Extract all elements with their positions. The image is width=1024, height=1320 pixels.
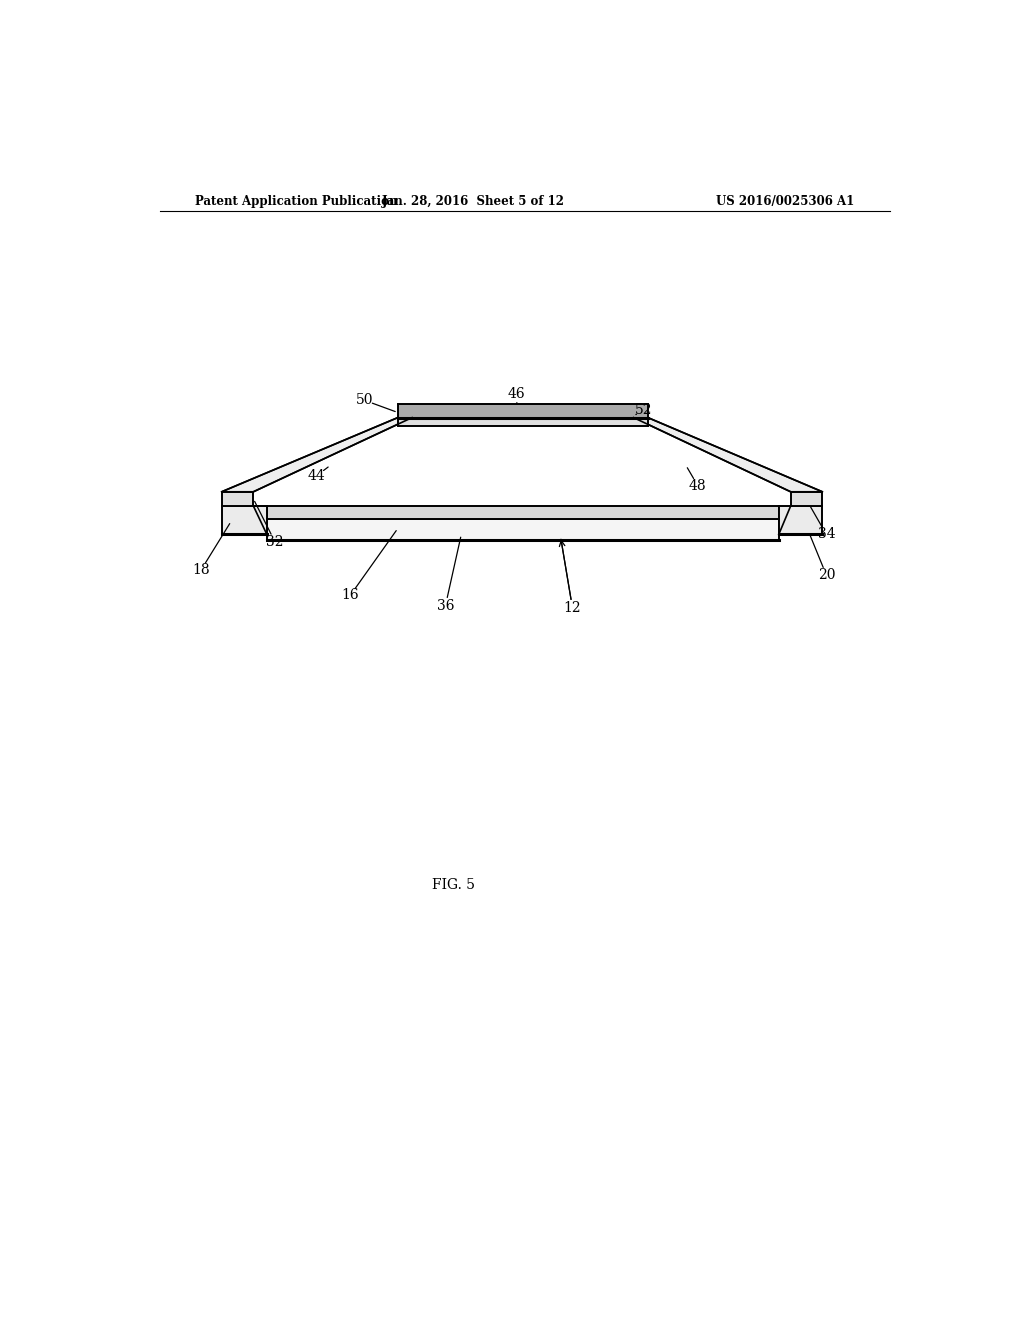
Text: 50: 50 [355, 393, 373, 408]
Text: 12: 12 [563, 601, 582, 615]
Text: 16: 16 [341, 589, 359, 602]
Text: 44: 44 [308, 469, 326, 483]
Text: 52: 52 [635, 404, 652, 417]
Polygon shape [397, 417, 648, 426]
Polygon shape [778, 506, 822, 535]
Text: Patent Application Publication: Patent Application Publication [196, 194, 398, 207]
Polygon shape [221, 506, 267, 535]
Polygon shape [267, 506, 778, 519]
Polygon shape [397, 404, 648, 417]
Polygon shape [267, 519, 778, 540]
Text: Jan. 28, 2016  Sheet 5 of 12: Jan. 28, 2016 Sheet 5 of 12 [382, 194, 564, 207]
Text: 20: 20 [817, 568, 836, 582]
Polygon shape [791, 492, 822, 506]
Text: FIG. 5: FIG. 5 [432, 878, 475, 892]
Text: 18: 18 [193, 564, 210, 577]
Polygon shape [221, 492, 253, 506]
Polygon shape [221, 417, 412, 492]
Text: 46: 46 [508, 387, 525, 401]
Text: 32: 32 [266, 535, 284, 549]
Polygon shape [634, 417, 822, 492]
Text: 34: 34 [817, 528, 836, 541]
Text: 48: 48 [689, 479, 707, 492]
Text: 36: 36 [436, 598, 455, 612]
Text: US 2016/0025306 A1: US 2016/0025306 A1 [716, 194, 854, 207]
